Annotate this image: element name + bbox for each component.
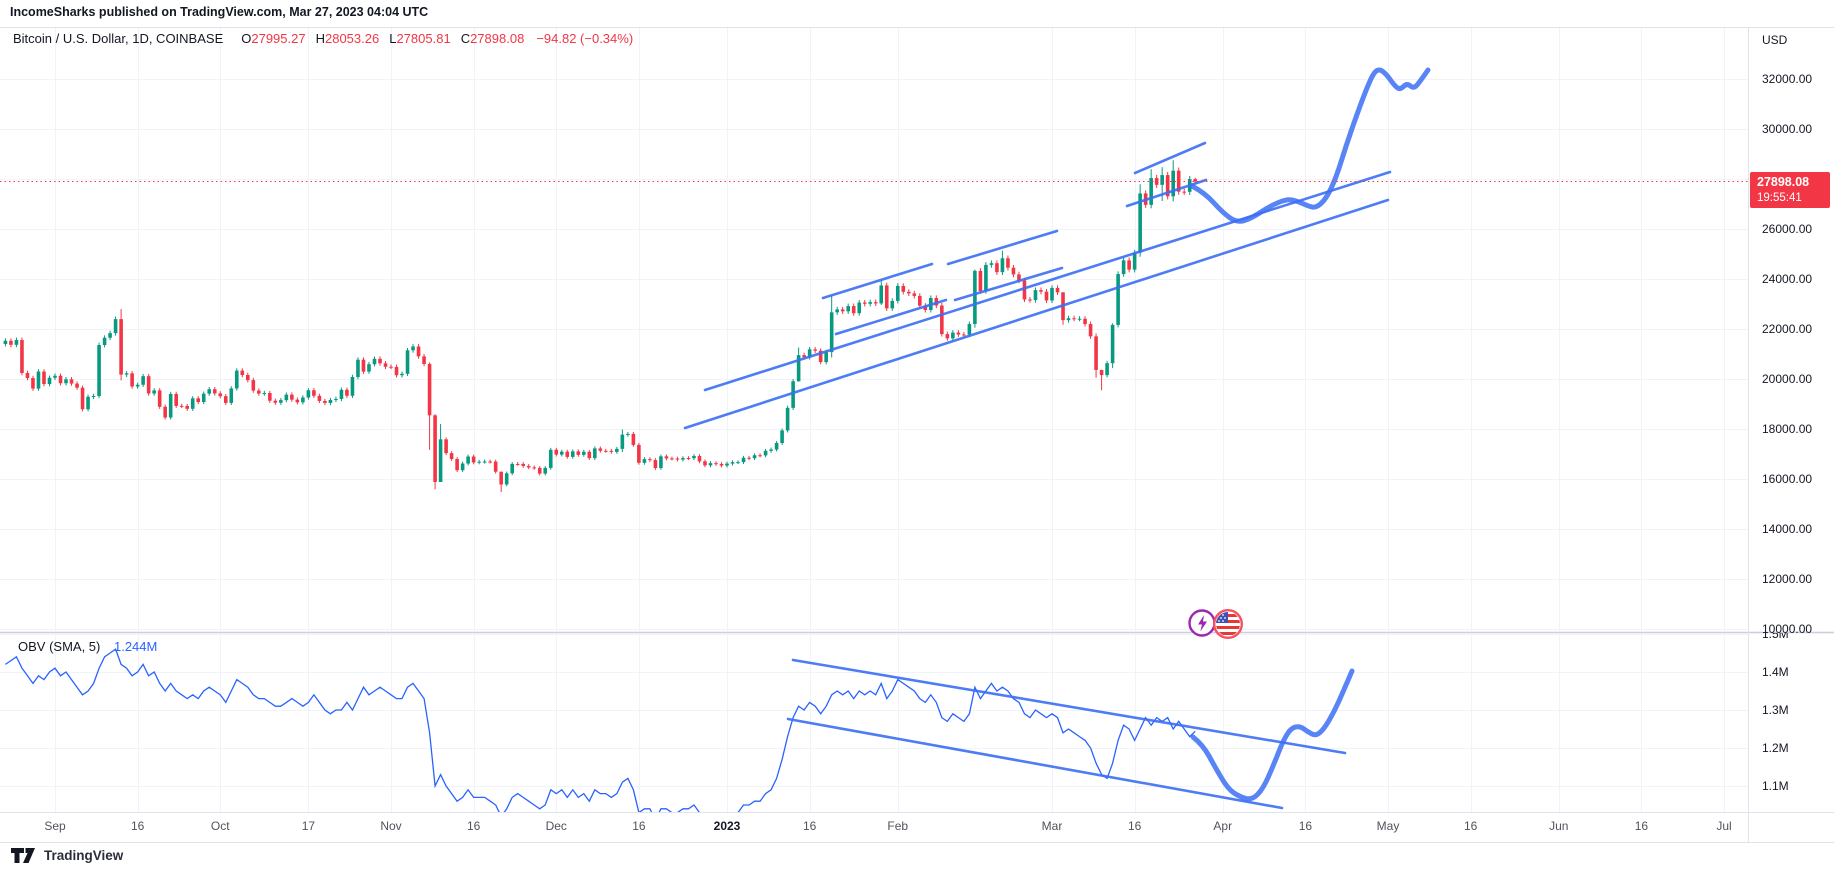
time-tick: 16 bbox=[1127, 819, 1142, 833]
ohlc-close-label: C bbox=[460, 31, 471, 46]
grid bbox=[0, 28, 1748, 812]
tradingview-logo-text: TradingView bbox=[44, 848, 124, 863]
obv-axis[interactable]: 1.5M 1.4M 1.3M 1.2M 1.1M bbox=[1748, 633, 1834, 812]
lightning-event-icon[interactable] bbox=[1188, 609, 1216, 637]
price-change: −94.82 (−0.34%) bbox=[536, 31, 634, 46]
time-tick: Oct bbox=[210, 819, 230, 833]
time-tick: Mar bbox=[1041, 819, 1063, 833]
obv-tick: 1.5M bbox=[1762, 633, 1789, 641]
time-tick: 16 bbox=[466, 819, 481, 833]
price-tick: 16000.00 bbox=[1762, 472, 1813, 486]
header-divider bbox=[0, 27, 1834, 28]
footer-divider bbox=[0, 842, 1834, 843]
time-tick: 17 bbox=[301, 819, 316, 833]
time-tick: 16 bbox=[802, 819, 817, 833]
time-tick: Feb bbox=[887, 819, 909, 833]
candles bbox=[3, 160, 1198, 493]
blue-annotations bbox=[683, 67, 1431, 430]
time-tick: 16 bbox=[130, 819, 145, 833]
us-flag-event-icon[interactable] bbox=[1213, 608, 1244, 640]
last-price-tag: 27898.08 19:55:41 bbox=[1750, 172, 1830, 208]
price-axis[interactable]: 32000.00 30000.00 26000.00 24000.00 22000.00… bbox=[1748, 27, 1834, 633]
blue-annotations bbox=[786, 658, 1355, 810]
time-axis[interactable]: Sep 16 Oct 17 Nov 16 Dec 16 2023 16 Feb Mar 16 Apr 16 M… bbox=[0, 812, 1748, 842]
ohlc-close-value: 27898.08 bbox=[470, 31, 525, 46]
obv-title[interactable]: OBV (SMA, 5) bbox=[18, 639, 101, 654]
obv-tick: 1.1M bbox=[1762, 779, 1789, 793]
price-tick: 26000.00 bbox=[1762, 222, 1813, 236]
obv-indicator-legend[interactable]: OBV (SMA, 5) 1.244M bbox=[18, 639, 157, 654]
time-tick: 16 bbox=[1634, 819, 1649, 833]
tradingview-footer-link[interactable]: TradingView bbox=[10, 847, 123, 864]
time-tick: 16 bbox=[632, 819, 646, 833]
time-tick: Dec bbox=[545, 819, 567, 833]
price-tick: 32000.00 bbox=[1762, 72, 1813, 86]
time-tick: 16 bbox=[1463, 819, 1478, 833]
time-tick: Apr bbox=[1213, 819, 1233, 833]
obv-value: 1.244M bbox=[113, 639, 158, 654]
symbol-legend[interactable]: Bitcoin / U.S. Dollar, 1D, COINBASE O279… bbox=[13, 31, 633, 46]
ohlc-open-label: O bbox=[241, 31, 252, 46]
obv-tick: 1.4M bbox=[1762, 665, 1789, 679]
price-tick: 22000.00 bbox=[1762, 322, 1813, 336]
time-tick: 16 bbox=[1298, 819, 1313, 833]
last-price-value: 27898.08 bbox=[1757, 175, 1810, 189]
price-tick: 18000.00 bbox=[1762, 422, 1813, 436]
obv-line bbox=[5, 648, 1196, 812]
time-axis-border bbox=[0, 812, 1834, 813]
time-tick: Sep bbox=[44, 819, 66, 833]
ohlc-high-label: H bbox=[315, 31, 325, 46]
bar-countdown: 19:55:41 bbox=[1757, 192, 1802, 204]
ohlc-low-value: 27805.81 bbox=[396, 31, 451, 46]
ohlc-high-value: 28053.26 bbox=[324, 31, 380, 46]
ohlc-open-value: 27995.27 bbox=[251, 31, 306, 46]
tradingview-logo-icon bbox=[11, 848, 35, 863]
obv-tick: 1.3M bbox=[1762, 703, 1789, 717]
price-tick: 20000.00 bbox=[1762, 372, 1813, 386]
price-axis-border bbox=[1748, 27, 1749, 842]
publish-attribution: IncomeSharks published on TradingView.co… bbox=[10, 5, 429, 19]
event-icons[interactable] bbox=[1188, 607, 1246, 643]
currency-toggle[interactable]: USD bbox=[1762, 33, 1788, 47]
time-tick: Jun bbox=[1549, 819, 1569, 833]
price-tick: 14000.00 bbox=[1762, 522, 1813, 536]
price-tick: 12000.00 bbox=[1762, 572, 1813, 586]
price-tick: 10000.00 bbox=[1762, 622, 1813, 633]
ohlc-low-label: L bbox=[389, 31, 397, 46]
time-tick: 2023 bbox=[713, 819, 741, 833]
price-tick: 24000.00 bbox=[1762, 272, 1813, 286]
symbol-title[interactable]: Bitcoin / U.S. Dollar, 1D, COINBASE bbox=[13, 31, 224, 46]
time-tick: Nov bbox=[380, 819, 402, 833]
price-tick: 30000.00 bbox=[1762, 122, 1813, 136]
time-tick: May bbox=[1376, 819, 1400, 833]
time-tick: Jul bbox=[1716, 819, 1732, 833]
obv-tick: 1.2M bbox=[1762, 741, 1789, 755]
